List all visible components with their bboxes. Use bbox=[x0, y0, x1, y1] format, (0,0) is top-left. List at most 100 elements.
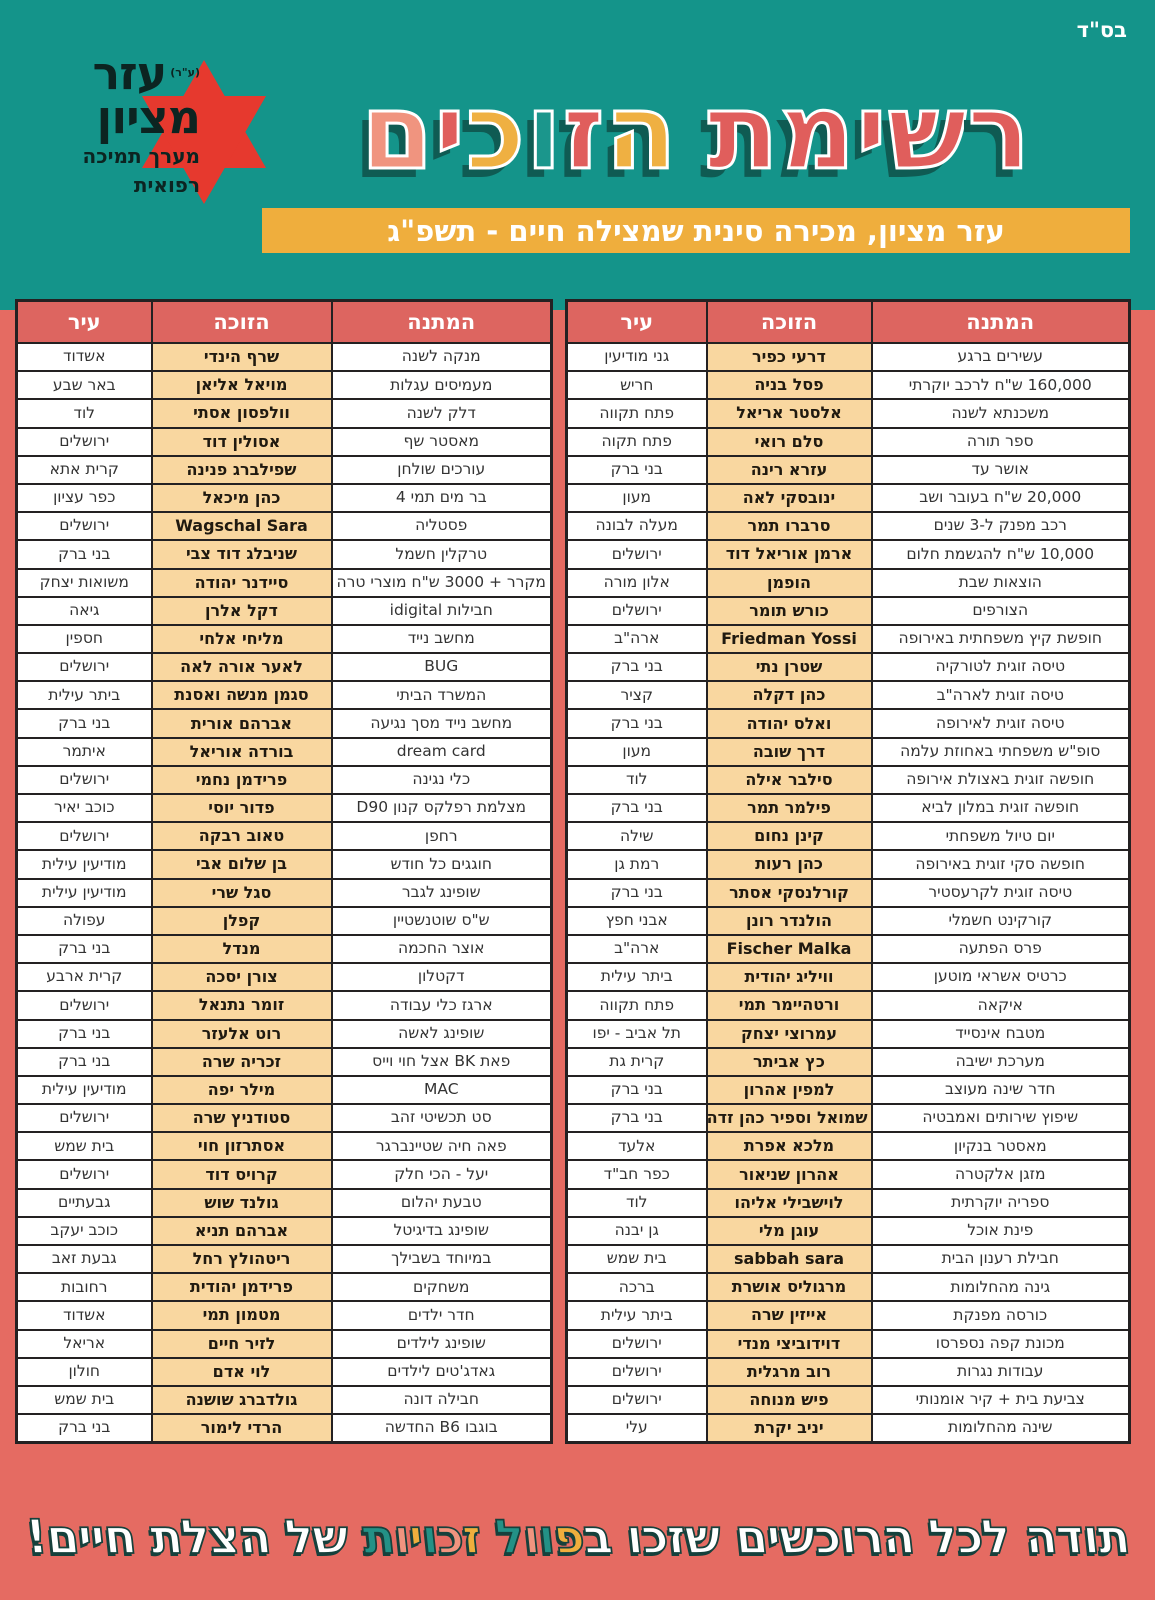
table-row: פאה חיה שטיינברגר אסתרזון חוי בית שמש bbox=[15, 1131, 553, 1162]
table-row: מערכת ישיבה כץ אביתר קרית גת bbox=[565, 1046, 1131, 1077]
winner-cell: אהרון שניאור bbox=[705, 1159, 873, 1190]
city-cell: גיאה bbox=[15, 595, 153, 626]
city-cell: בני ברק bbox=[15, 1046, 153, 1077]
winner-cell: ורטהיימר תמי bbox=[705, 990, 873, 1021]
table-row: סופ"ש משפחתי באחוזת עלמה דרך שובה מעון bbox=[565, 736, 1131, 767]
table-row: כרטיס אשראי מוטען וויליג יהודית ביתר עילית bbox=[565, 962, 1131, 993]
table-row: אושר עד עזרא רינה בני ברק bbox=[565, 454, 1131, 485]
table-row: משכנתא לשנה אלסטר אריאל פתח תקווה bbox=[565, 398, 1131, 429]
winner-cell: בורדה אוריאל bbox=[150, 736, 333, 767]
logo-tagline-line2: רפואית bbox=[133, 173, 200, 198]
winner-cell: הולנדר רונן bbox=[705, 905, 873, 936]
winner-cell: רוב מרגלית bbox=[705, 1356, 873, 1387]
table-row: פסטליה Wagschal Sara ירושלים bbox=[15, 511, 553, 542]
winner-cell: טאוב רבקה bbox=[150, 821, 333, 852]
gift-cell: סט תכשיטי זהב bbox=[330, 1103, 553, 1134]
city-cell: בית שמש bbox=[15, 1131, 153, 1162]
winner-cell: אברהם תניא bbox=[150, 1215, 333, 1247]
gift-cell: טיסה זוגית לקרעסטיר bbox=[870, 877, 1131, 908]
gift-cell: 160,000 ש"ח לרכב יוקרתי bbox=[870, 370, 1131, 401]
gift-cell: רכב מפנק ל-3 שנים bbox=[870, 511, 1131, 542]
winner-cell: פרידמן יהודית bbox=[150, 1272, 333, 1303]
winner-cell: כהן דקלה bbox=[705, 680, 873, 711]
gift-cell: אושר עד bbox=[870, 454, 1131, 485]
city-cell: רמת גן bbox=[565, 849, 708, 880]
table-row: שופינג לאשה רוט אלעזר בני ברק bbox=[15, 1018, 553, 1049]
city-cell: ירושלים bbox=[15, 1103, 153, 1134]
city-cell: ירושלים bbox=[565, 1356, 708, 1387]
footer-banner: תודה לכל הרוכשים שזכו בפוול זכויות של הצ… bbox=[0, 1475, 1155, 1600]
page-title: רשימת הזוכים bbox=[262, 58, 1130, 206]
title-word-hazochim: הזוכים bbox=[359, 70, 678, 195]
footer-thanks-text: תודה לכל הרוכשים שזכו בפוול זכויות של הצ… bbox=[22, 1509, 1133, 1566]
winner-cell: מלכא אפרת bbox=[705, 1131, 873, 1162]
winner-cell: וולפסון אסתי bbox=[150, 398, 333, 429]
gift-cell: MAC bbox=[330, 1074, 553, 1106]
table-row: 10,000 ש"ח להגשמת חלום ארמן אוריאל דוד ירו… bbox=[565, 539, 1131, 570]
subtitle-text: עזר מציון, מכירה סינית שמצילה חיים - תשפ… bbox=[387, 213, 1005, 248]
city-cell: ירושלים bbox=[565, 1328, 708, 1359]
gift-cell: ספריה יוקרתית bbox=[870, 1187, 1131, 1218]
gift-cell: פינת אוכל bbox=[870, 1215, 1131, 1247]
table-row: חופשת קיץ משפחתית באירופה Friedman Yossi א… bbox=[565, 623, 1131, 655]
winners-table-left: המתנה הזוכה עיר מנקה לשנה שרף הינדי אשדוד מ… bbox=[15, 299, 553, 1445]
table-row: טבעת יהלום גולנד שוש גבעתיים bbox=[15, 1187, 553, 1218]
gift-cell: חופשה זוגית במלון לביא bbox=[870, 792, 1131, 824]
winner-cell: הופמן bbox=[705, 567, 873, 598]
winner-cell: הרדי לימור bbox=[150, 1413, 333, 1444]
gift-cell: מנקה לשנה bbox=[330, 341, 553, 373]
table-row: צביעת בית + קיר אומנותי פיש מנוחה ירושלים bbox=[565, 1384, 1131, 1416]
table-row: שיפוץ שירותים ואמבטיה שמואל וספיר כהן זדה… bbox=[565, 1103, 1131, 1134]
city-cell: בני ברק bbox=[15, 1018, 153, 1049]
winner-cell: זומר נתנאל bbox=[150, 990, 333, 1021]
winner-cell: פילמר תמר bbox=[705, 792, 873, 824]
table-row: בוגבו B6 החדשה הרדי לימור בני ברק bbox=[15, 1413, 553, 1444]
gift-cell: ספר תורה bbox=[870, 426, 1131, 457]
gift-cell: מצלמת רפלקס קנון D90 bbox=[330, 792, 553, 824]
table-row: מכונת קפה נספרסו דוידוביצי מנדי ירושלים bbox=[565, 1328, 1131, 1359]
table-row: שופינג בדיגיטל אברהם תניא כוכב יעקב bbox=[15, 1215, 553, 1247]
gift-cell: BUG bbox=[330, 652, 553, 683]
gift-cell: עשירים ברגע bbox=[870, 341, 1131, 373]
city-cell: תל אביב - יפו bbox=[565, 1018, 708, 1049]
winner-cell: פרידמן נחמי bbox=[150, 764, 333, 796]
gift-cell: גינה מהחלומות bbox=[870, 1272, 1131, 1303]
title-letter: ה bbox=[604, 70, 678, 195]
winner-cell: עוגן מלי bbox=[705, 1215, 873, 1247]
gift-cell: מעמיסים עגלות bbox=[330, 370, 553, 401]
title-letter: י bbox=[854, 70, 888, 195]
table-row: המשרד הביתי סגמן מנשה ואסנת ביתר עילית bbox=[15, 680, 553, 711]
gift-cell: טיסה זוגית לטורקיה bbox=[870, 652, 1131, 683]
gift-cell: מאסטר שף bbox=[330, 426, 553, 457]
gift-cell: מזגן אלקטרה bbox=[870, 1159, 1131, 1190]
city-cell: בני ברק bbox=[15, 1413, 153, 1444]
gift-cell: משחקים bbox=[330, 1272, 553, 1303]
gift-cell: יום טיול משפחתי bbox=[870, 821, 1131, 852]
winner-cell: מליחי אלחי bbox=[150, 623, 333, 655]
city-cell: גבעת זאב bbox=[15, 1243, 153, 1275]
table-row: דלק לשנה וולפסון אסתי לוד bbox=[15, 398, 553, 429]
gift-cell: 10,000 ש"ח להגשמת חלום bbox=[870, 539, 1131, 570]
table-row: חבילות idigital דקל אלרן גיאה bbox=[15, 595, 553, 626]
city-cell: אבני חפץ bbox=[565, 905, 708, 936]
city-cell: ירושלים bbox=[15, 764, 153, 796]
city-cell: משואות יצחק bbox=[15, 567, 153, 598]
city-cell: כפר עציון bbox=[15, 482, 153, 514]
gift-cell: חופשה זוגית באצולת אירופה bbox=[870, 764, 1131, 796]
table-row: קורקינט חשמלי הולנדר רונן אבני חפץ bbox=[565, 905, 1131, 936]
winner-cell: יניב יקרת bbox=[705, 1413, 873, 1444]
city-cell: בני ברק bbox=[565, 1103, 708, 1134]
city-cell: אריאל bbox=[15, 1328, 153, 1359]
column-header-gift: המתנה bbox=[870, 299, 1131, 344]
gift-cell: המשרד הביתי bbox=[330, 680, 553, 711]
city-cell: חריש bbox=[565, 370, 708, 401]
gift-cell: שופינג לגבר bbox=[330, 877, 553, 908]
winner-cell: פיש מנוחה bbox=[705, 1384, 873, 1416]
logo-org-line1: (ע"ר) עזר bbox=[28, 50, 200, 96]
city-cell: שילה bbox=[565, 821, 708, 852]
city-cell: אלון מורה bbox=[565, 567, 708, 598]
logo-text: (ע"ר) עזר מציון מערך תמיכה רפואית bbox=[28, 50, 201, 198]
city-cell: לוד bbox=[565, 764, 708, 796]
table-row: טיסה זוגית לארה"ב כהן דקלה קציר bbox=[565, 680, 1131, 711]
winner-cell: סגל שרי bbox=[150, 877, 333, 908]
